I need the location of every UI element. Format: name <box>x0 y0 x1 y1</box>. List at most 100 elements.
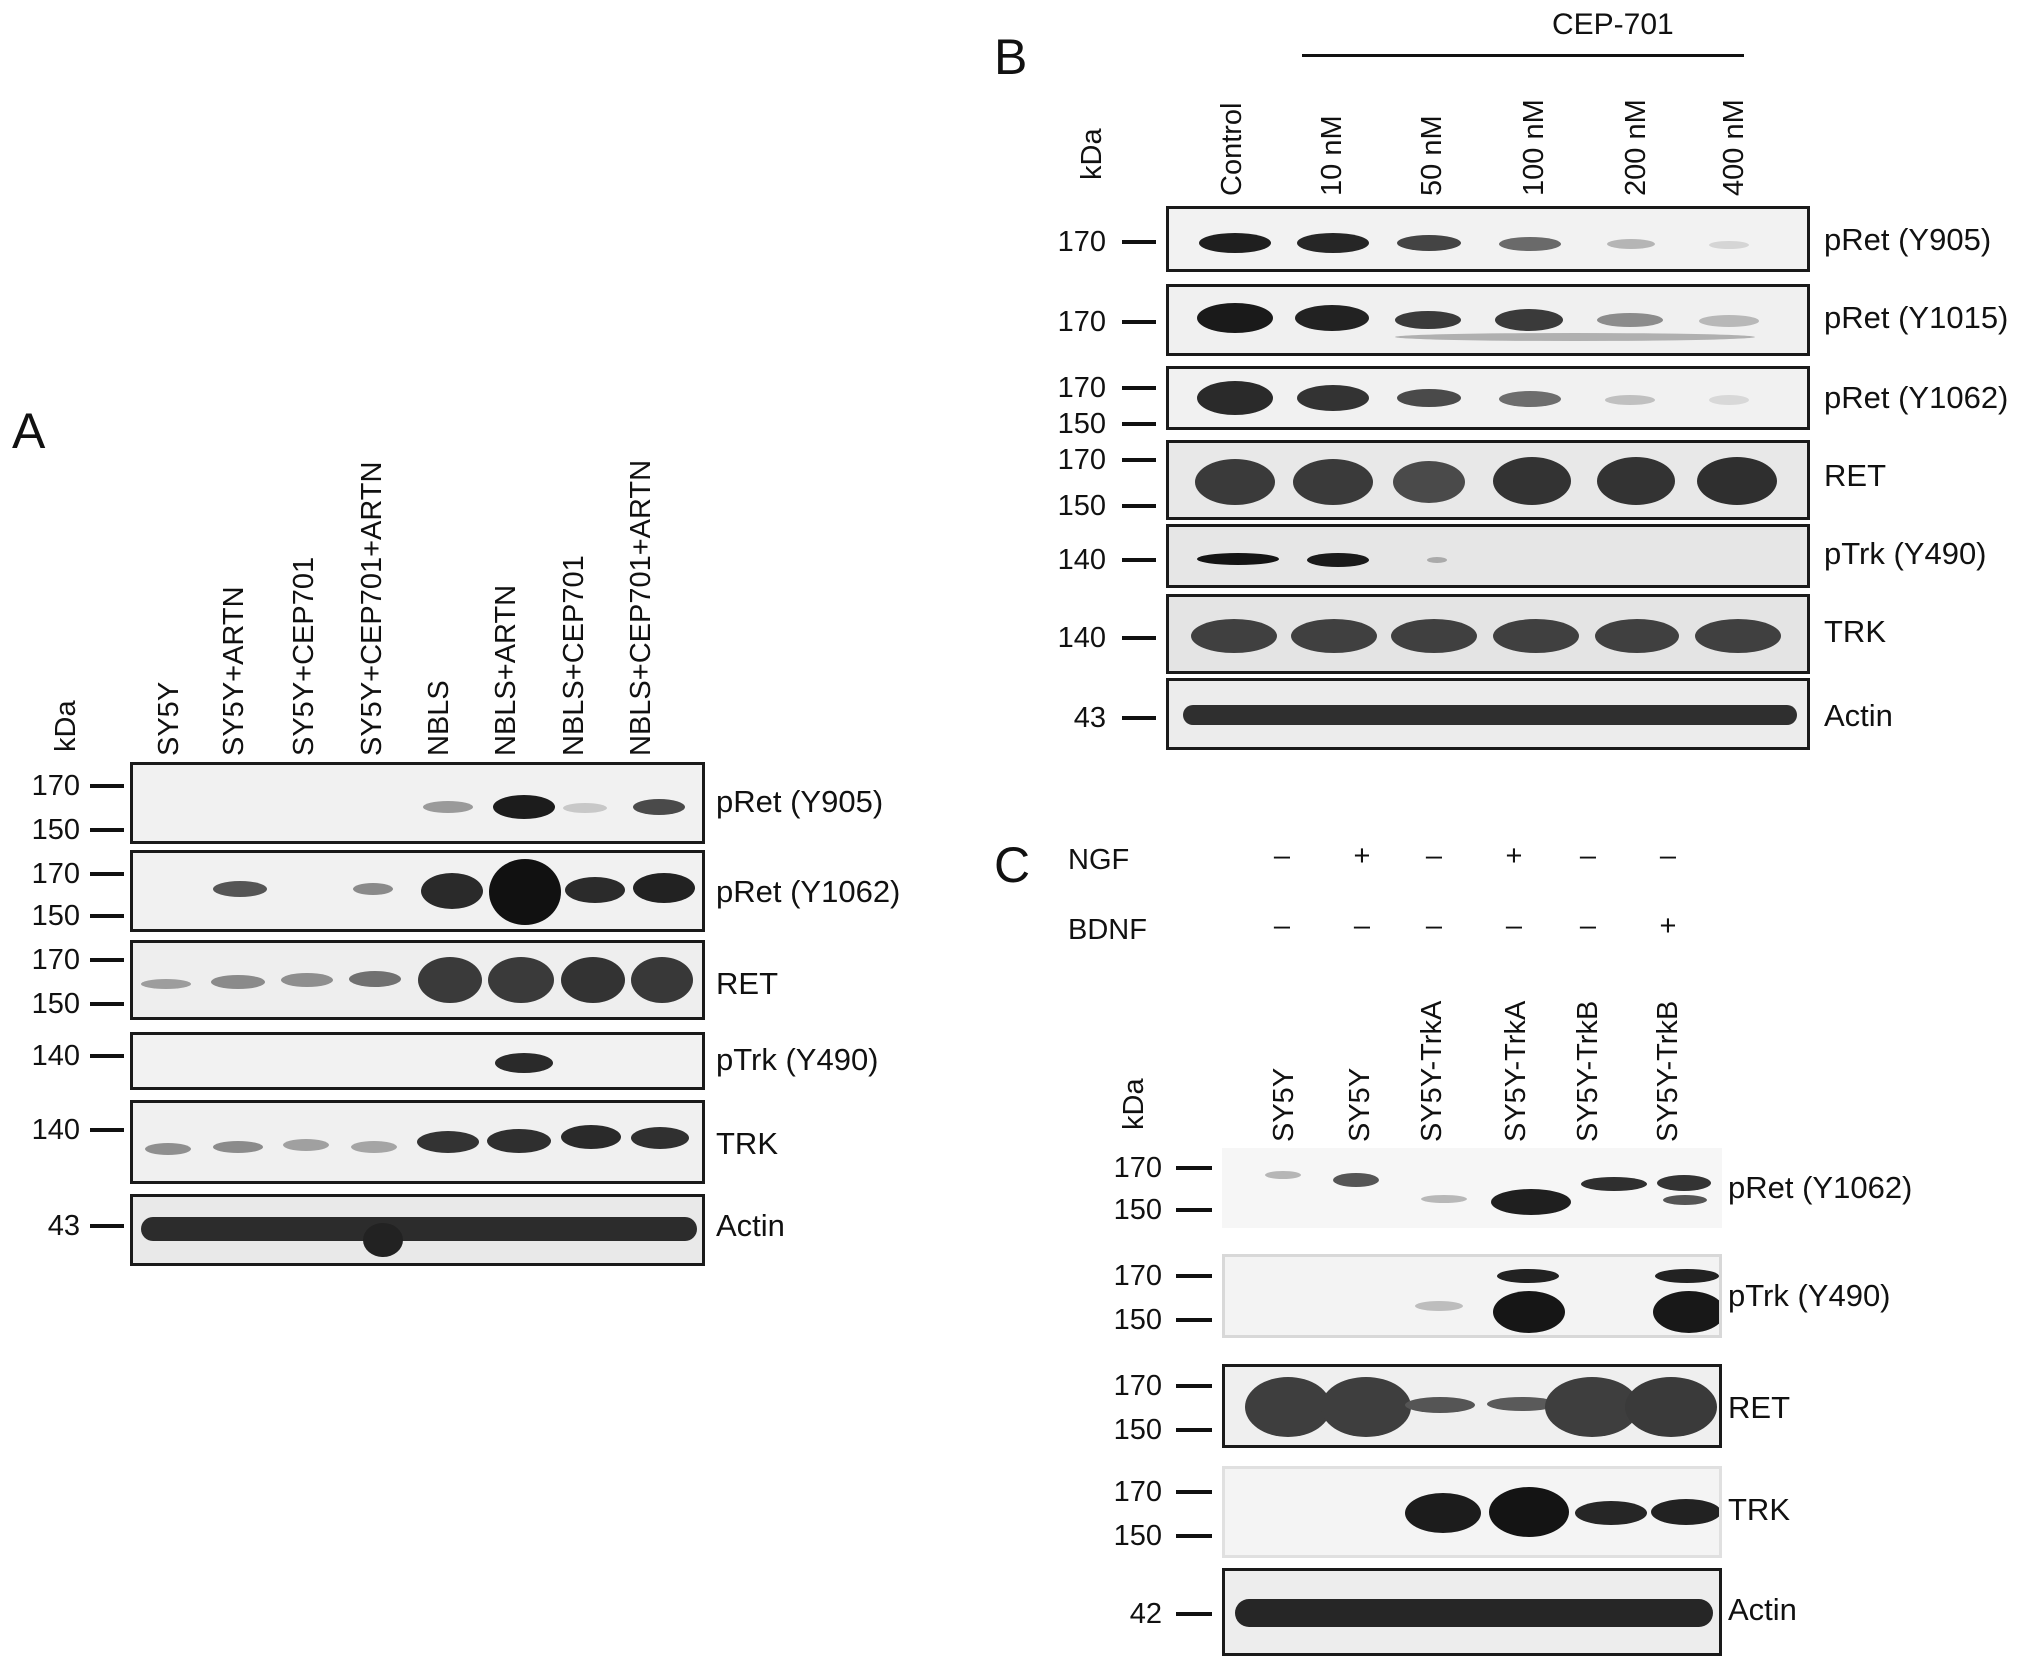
blot-label: pTrk (Y490) <box>1728 1278 1891 1313</box>
marker-tick <box>90 784 124 788</box>
treatment-label: CEP-701 <box>1552 8 1674 41</box>
marker-42: 42 <box>1129 1598 1162 1630</box>
marker-150: 150 <box>31 900 80 932</box>
treatment-sign: + <box>1659 910 1677 942</box>
marker-tick <box>1176 1166 1212 1170</box>
treatment-sign: – <box>1273 910 1291 942</box>
blot-label: pRet (Y905) <box>1824 222 1992 257</box>
treatment-sign: – <box>1659 840 1677 872</box>
blot-label: TRK <box>1728 1492 1790 1527</box>
treatment-sign: – <box>1425 840 1443 872</box>
marker-tick <box>90 1224 124 1228</box>
marker-150: 150 <box>1113 1414 1162 1446</box>
marker-tick <box>1176 1208 1212 1212</box>
panel-a-lane-label: SY5Y+ARTN <box>218 586 250 756</box>
blot-label: RET <box>1824 458 1886 493</box>
treatment-bracket <box>1302 54 1744 57</box>
treatment-sign: – <box>1353 910 1371 942</box>
marker-170: 170 <box>1113 1370 1162 1402</box>
marker-150: 150 <box>1057 490 1106 522</box>
marker-tick <box>1122 320 1156 324</box>
blot-b-pret-y1015 <box>1166 284 1810 356</box>
marker-tick <box>1176 1490 1212 1494</box>
panel-b-lane-label: 100 nM <box>1518 99 1550 196</box>
marker-140: 140 <box>1057 544 1106 576</box>
blot-label: Actin <box>1824 698 1893 733</box>
blot-label: pRet (Y1062) <box>1728 1170 1913 1205</box>
panel-a-lane-label: NBLS+CEP701 <box>558 555 590 756</box>
marker-tick <box>1122 240 1156 244</box>
marker-170: 170 <box>31 858 80 890</box>
panel-a-lane-label: SY5Y+CEP701 <box>288 556 320 756</box>
marker-tick <box>90 914 124 918</box>
marker-tick <box>90 828 124 832</box>
marker-170: 170 <box>1057 372 1106 404</box>
marker-150: 150 <box>1057 408 1106 440</box>
marker-43: 43 <box>47 1210 80 1242</box>
marker-170: 170 <box>1113 1152 1162 1184</box>
blot-label: pRet (Y1062) <box>1824 380 2009 415</box>
marker-tick <box>90 1054 124 1058</box>
blot-label: pRet (Y1062) <box>716 874 901 909</box>
marker-150: 150 <box>31 814 80 846</box>
marker-170: 170 <box>1057 226 1106 258</box>
marker-140: 140 <box>31 1114 80 1146</box>
panel-c-lane-label: SY5Y <box>1268 1067 1300 1142</box>
marker-150: 150 <box>1113 1520 1162 1552</box>
panel-c-kda-label: kDa <box>1118 1078 1150 1130</box>
marker-140: 140 <box>31 1040 80 1072</box>
treatment-row-label: NGF <box>1068 844 1130 876</box>
panel-b-lane-label: 400 nM <box>1718 99 1750 196</box>
blot-label: pTrk (Y490) <box>716 1042 879 1077</box>
treatment-sign: – <box>1579 840 1597 872</box>
marker-150: 150 <box>1113 1304 1162 1336</box>
marker-tick <box>1122 636 1156 640</box>
treatment-sign: + <box>1353 840 1371 872</box>
blot-b-trk <box>1166 594 1810 674</box>
marker-tick <box>1122 504 1156 508</box>
marker-tick <box>90 1128 124 1132</box>
treatment-row-label: BDNF <box>1068 914 1147 946</box>
marker-150: 150 <box>31 988 80 1020</box>
blot-c-trk <box>1222 1466 1722 1558</box>
panel-b-lane-label: 200 nM <box>1620 99 1652 196</box>
treatment-sign: – <box>1425 910 1443 942</box>
blot-a-trk <box>130 1100 705 1184</box>
panel-a-lane-label: SY5Y <box>153 681 185 756</box>
panel-a-lane-label: NBLS+ARTN <box>490 584 522 756</box>
marker-tick <box>1122 386 1156 390</box>
marker-tick <box>1176 1612 1212 1616</box>
panel-c-letter: C <box>994 837 1031 893</box>
blot-label: pRet (Y905) <box>716 784 884 819</box>
marker-tick <box>1122 458 1156 462</box>
marker-170: 170 <box>31 770 80 802</box>
blot-a-pret-y1062 <box>130 850 705 932</box>
panel-c-lane-label: SY5Y <box>1344 1067 1376 1142</box>
panel-c-lane-label: SY5Y-TrkB <box>1572 1000 1604 1142</box>
panel-c-lane-label: SY5Y-TrkA <box>1416 1000 1448 1142</box>
marker-tick <box>1176 1318 1212 1322</box>
blot-a-actin <box>130 1194 705 1266</box>
marker-140: 140 <box>1057 622 1106 654</box>
marker-tick <box>1176 1534 1212 1538</box>
marker-tick <box>90 1002 124 1006</box>
blot-label: TRK <box>716 1126 778 1161</box>
marker-tick <box>90 958 124 962</box>
blot-label: Actin <box>1728 1592 1797 1627</box>
blot-b-pret-y1062 <box>1166 366 1810 430</box>
blot-c-actin <box>1222 1568 1722 1656</box>
panel-c-lane-label: SY5Y-TrkA <box>1500 1000 1532 1142</box>
panel-b-letter: B <box>994 29 1028 85</box>
panel-a-kda-label: kDa <box>50 700 82 752</box>
marker-tick <box>1176 1384 1212 1388</box>
panel-a-lane-label: NBLS+CEP701+ARTN <box>625 459 657 756</box>
panel-b-lane-label: 10 nM <box>1316 115 1348 196</box>
blot-label: TRK <box>1824 614 1886 649</box>
panel-b-kda-label: kDa <box>1076 128 1108 180</box>
blot-label: RET <box>1728 1390 1790 1425</box>
marker-43: 43 <box>1073 702 1106 734</box>
blot-c-ptrk-y490 <box>1222 1254 1722 1338</box>
blot-a-ptrk-y490 <box>130 1032 705 1090</box>
marker-170: 170 <box>1113 1260 1162 1292</box>
panel-a-letter: A <box>12 403 46 459</box>
